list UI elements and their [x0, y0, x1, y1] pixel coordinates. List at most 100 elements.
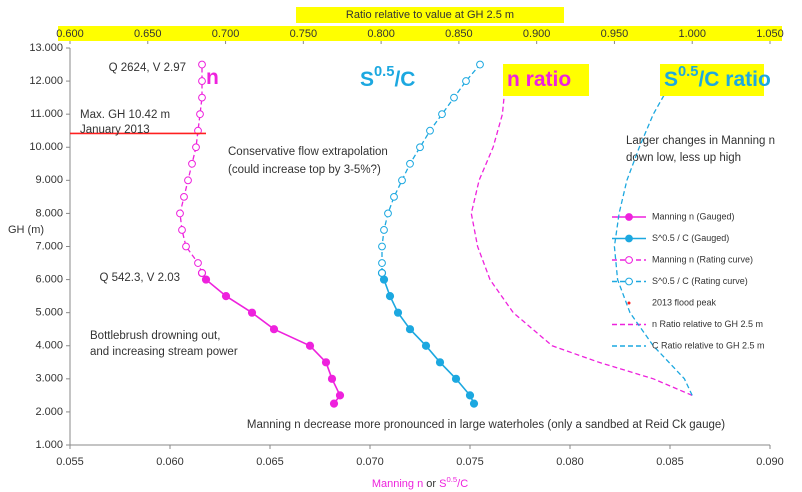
- y-tick-label: 10.000: [29, 141, 63, 153]
- x2-tick-label: 0.850: [445, 28, 473, 40]
- legend-marker: [625, 256, 633, 264]
- legend-label: n Ratio relative to GH 2.5 m: [652, 319, 763, 329]
- x2-tick-label: 1.000: [678, 28, 706, 40]
- annotation: Max. GH 10.42 m: [80, 109, 170, 121]
- data-point: [421, 341, 431, 350]
- data-point: [176, 209, 184, 218]
- annotation: Larger changes in Manning n: [626, 135, 775, 147]
- legend-marker: [625, 234, 633, 243]
- data-point: [465, 391, 475, 400]
- curve-label-part: n ratio: [507, 68, 571, 91]
- data-point: [321, 358, 331, 367]
- series-line: [470, 64, 693, 396]
- series-line: [201, 272, 341, 405]
- x2-title-highlight: [296, 7, 564, 23]
- y-tick-label: 6.000: [35, 273, 63, 285]
- legend-marker: [625, 277, 633, 286]
- x2-tick-label: 0.650: [134, 28, 162, 40]
- series-line: [381, 272, 475, 404]
- curve-label: n ratio: [507, 68, 571, 91]
- x2-axis-title: Ratio relative to value at GH 2.5 m: [346, 9, 514, 21]
- annotation: January 2013: [80, 124, 150, 136]
- data-point: [201, 275, 211, 284]
- legend-entry: Manning n (Rating curve): [612, 254, 753, 264]
- annotation: Conservative flow extrapolation: [228, 146, 388, 158]
- data-point: [438, 110, 446, 119]
- data-point: [393, 308, 403, 317]
- x2-tick-label: 0.950: [601, 28, 629, 40]
- data-point: [188, 159, 196, 168]
- data-point: [194, 259, 202, 267]
- annotation: (could increase top by 3-5%?): [228, 164, 381, 176]
- data-point: [378, 242, 386, 251]
- annotation: Q 542.3, V 2.03: [99, 272, 180, 284]
- curve-label-part: S: [360, 68, 374, 91]
- y-tick-label: 13.000: [29, 42, 63, 54]
- curve-label-part: S: [664, 68, 678, 91]
- curve-label: S0.5/C: [360, 64, 415, 91]
- y-tick-label: 7.000: [35, 240, 63, 252]
- data-point: [221, 292, 231, 301]
- annotation: Q 2624, V 2.97: [109, 62, 186, 74]
- legend-entry: n Ratio relative to GH 2.5 m: [612, 319, 763, 329]
- data-point: [198, 93, 206, 102]
- y-tick-label: 8.000: [35, 207, 63, 219]
- x-axis-title-part: Manning n: [372, 478, 423, 490]
- legend-entry: Manning n (Gauged): [612, 211, 735, 221]
- data-point: [198, 269, 206, 277]
- y-tick-label: 11.000: [30, 108, 63, 120]
- annotation: Bottlebrush drowning out,: [90, 330, 220, 342]
- curve-label: n: [206, 66, 219, 89]
- y-tick-label: 1.000: [35, 439, 63, 451]
- x-tick-label: 0.065: [256, 456, 284, 468]
- label-highlight: [660, 64, 764, 96]
- data-point: [398, 176, 406, 185]
- data-point: [327, 374, 337, 383]
- x-axis-title-part: S: [439, 478, 446, 490]
- x2-tick-label: 0.700: [212, 28, 240, 40]
- data-point: [426, 126, 434, 135]
- data-point: [198, 77, 206, 85]
- series-line: [381, 64, 481, 273]
- x2-tick-label: 0.800: [367, 28, 395, 40]
- legend-label: Manning n (Gauged): [652, 211, 735, 221]
- legend-entry: C Ratio relative to GH 2.5 m: [612, 340, 765, 350]
- data-point: [182, 242, 190, 251]
- curve-label-part: /C: [394, 68, 415, 91]
- data-point: [462, 77, 470, 85]
- x-tick-label: 0.085: [656, 456, 684, 468]
- y-tick-label: 3.000: [35, 373, 63, 385]
- x2-tick-label: 1.050: [756, 28, 784, 40]
- annotation: and increasing stream power: [90, 346, 238, 358]
- y-tick-label: 4.000: [35, 340, 63, 352]
- x2-tick-label: 0.900: [523, 28, 551, 40]
- data-point: [416, 143, 424, 152]
- data-point: [378, 259, 386, 267]
- label-highlight: [503, 64, 589, 96]
- y-axis-title: GH (m): [8, 224, 44, 236]
- data-point: [198, 60, 206, 69]
- data-point: [384, 209, 392, 218]
- data-point: [378, 269, 386, 277]
- x-tick-label: 0.070: [356, 456, 384, 468]
- x-tick-label: 0.090: [756, 456, 784, 468]
- curve-label-part: 0.5: [374, 64, 394, 80]
- data-point: [380, 226, 388, 234]
- legend-label: S^0.5 / C (Rating curve): [652, 276, 748, 286]
- series-line: [613, 64, 693, 396]
- data-point: [405, 325, 415, 334]
- x-tick-label: 0.055: [56, 456, 84, 468]
- x2-tick-label: 0.600: [56, 28, 84, 40]
- legend-label: Manning n (Rating curve): [652, 254, 753, 264]
- x-axis-title-part: or: [423, 478, 439, 490]
- data-point: [469, 399, 479, 408]
- y-tick-label: 12.000: [29, 75, 63, 87]
- data-point: [192, 143, 200, 152]
- x-tick-label: 0.060: [156, 456, 184, 468]
- data-point: [406, 159, 414, 168]
- data-point: [305, 341, 315, 350]
- legend-entry: S^0.5 / C (Gauged): [612, 233, 729, 243]
- data-point: [476, 60, 484, 69]
- x2-tick-label: 0.750: [290, 28, 318, 40]
- data-point: [451, 374, 461, 383]
